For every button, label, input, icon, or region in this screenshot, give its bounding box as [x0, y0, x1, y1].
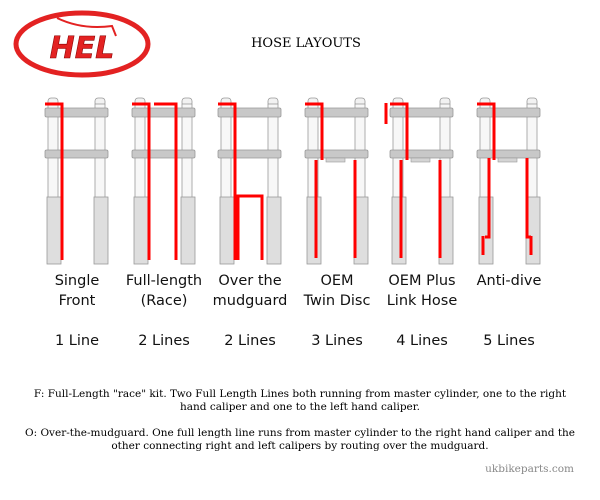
- brake-hose: [218, 102, 237, 260]
- layout-name-line2: Link Hose: [386, 293, 458, 309]
- credit-text: ukbikeparts.com: [485, 463, 574, 475]
- line-count: 2 Lines: [224, 333, 276, 349]
- upper-triple-clamp: [217, 107, 282, 118]
- line-count: 3 Lines: [311, 333, 363, 349]
- splitter-bracket: [410, 157, 431, 163]
- brake-hose: [477, 102, 496, 160]
- hel-logo: HEL: [13, 10, 151, 78]
- fork-slider: [266, 196, 282, 265]
- fork-slider: [46, 196, 62, 265]
- line-count: 5 Lines: [483, 333, 535, 349]
- upper-triple-clamp: [389, 107, 454, 118]
- layout-name-line1: OEM: [320, 273, 354, 289]
- layout-name-line2: mudguard: [212, 293, 288, 309]
- layout-name: Full-length (Race): [114, 271, 214, 311]
- layout-name-line1: OEM Plus: [388, 273, 456, 289]
- upper-triple-clamp: [44, 107, 109, 118]
- layout-name-line1: Single: [54, 273, 100, 289]
- brake-hose: [390, 102, 409, 160]
- lower-triple-clamp: [44, 149, 109, 159]
- lower-triple-clamp: [304, 149, 369, 159]
- layout-name: Single Front: [27, 271, 127, 311]
- brake-hose: [154, 102, 178, 260]
- lower-triple-clamp: [131, 149, 196, 159]
- layout-name: Over the mudguard: [200, 271, 300, 311]
- fork-slider: [180, 196, 196, 265]
- layout-name-line1: Anti-dive: [476, 273, 542, 289]
- layout-name: Anti-dive: [459, 271, 559, 291]
- layout-name: OEM Twin Disc: [287, 271, 387, 311]
- lower-triple-clamp: [389, 149, 454, 159]
- layout-name-line1: Over the: [218, 273, 282, 289]
- page-title: HOSE LAYOUTS: [251, 36, 361, 51]
- brake-hose: [305, 102, 324, 160]
- layout-name-line2: Front: [58, 293, 96, 309]
- splitter-bracket: [325, 157, 346, 163]
- fork-slider: [478, 196, 494, 265]
- lower-triple-clamp: [217, 149, 282, 159]
- brake-hose: [45, 102, 64, 260]
- note-over-mudguard: O: Over-the-mudguard. One full length li…: [24, 427, 576, 452]
- fork-slider: [219, 196, 235, 265]
- brake-hose: [132, 102, 151, 260]
- splitter-bracket: [497, 157, 518, 163]
- layout-name-line2: Twin Disc: [303, 293, 371, 309]
- layout-name-line2: (Race): [140, 293, 188, 309]
- layout-name-line1: Full-length: [125, 273, 203, 289]
- upper-triple-clamp: [304, 107, 369, 118]
- upper-triple-clamp: [131, 107, 196, 118]
- fork-slider: [306, 196, 322, 265]
- fork-slider: [93, 196, 109, 265]
- note-full-length: F: Full-Length "race" kit. Two Full Leng…: [33, 388, 567, 413]
- line-count: 4 Lines: [396, 333, 448, 349]
- layout-name: OEM Plus Link Hose: [372, 271, 472, 311]
- svg-text:HEL: HEL: [50, 31, 115, 66]
- brake-hose: [485, 158, 491, 239]
- lower-triple-clamp: [476, 149, 541, 159]
- brake-hose: [236, 194, 264, 260]
- fork-diagrams: [44, 97, 541, 265]
- fork-slider: [391, 196, 407, 265]
- line-count: 1 Line: [54, 333, 100, 349]
- fork-slider: [133, 196, 149, 265]
- line-count: 2 Lines: [138, 333, 190, 349]
- upper-triple-clamp: [476, 107, 541, 118]
